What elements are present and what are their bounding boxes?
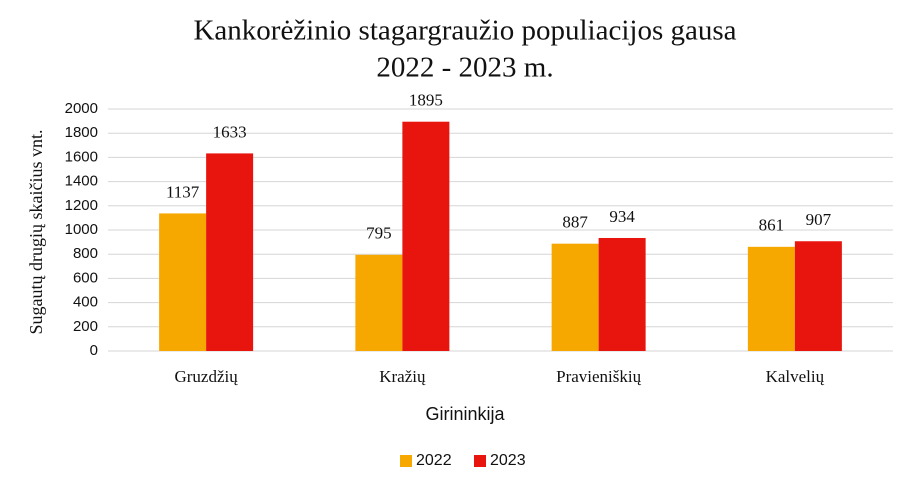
legend-swatch bbox=[400, 455, 412, 467]
y-tick-label: 1200 bbox=[65, 197, 98, 214]
bar bbox=[551, 243, 599, 351]
y-tick-label: 800 bbox=[73, 245, 98, 262]
y-axis-label: Sugautų drugių skaičius vnt. bbox=[26, 130, 46, 335]
y-tick-label: 600 bbox=[73, 269, 98, 286]
x-tick-label: Kražių bbox=[379, 367, 426, 386]
bar bbox=[402, 121, 450, 351]
value-label: 887 bbox=[562, 213, 588, 232]
x-tick-label: Pravieniškių bbox=[556, 367, 641, 386]
bar bbox=[598, 237, 646, 351]
bar bbox=[794, 241, 842, 351]
y-tick-label: 400 bbox=[73, 294, 98, 311]
legend-label: 2023 bbox=[490, 452, 526, 469]
bar bbox=[206, 153, 254, 351]
y-tick-label: 1000 bbox=[65, 221, 98, 238]
value-label: 934 bbox=[609, 207, 635, 226]
y-tick-label: 200 bbox=[73, 318, 98, 335]
x-tick-label: Gruzdžių bbox=[174, 367, 238, 386]
y-tick-label: 1400 bbox=[65, 173, 98, 190]
chart-subtitle: 2022 - 2023 m. bbox=[376, 52, 553, 84]
bar bbox=[159, 213, 207, 351]
bar bbox=[747, 246, 795, 351]
value-label: 907 bbox=[806, 210, 832, 229]
y-tick-label: 0 bbox=[90, 342, 98, 359]
y-tick-label: 2000 bbox=[65, 100, 98, 117]
value-label: 1895 bbox=[409, 91, 443, 110]
value-label: 1137 bbox=[166, 182, 200, 201]
x-axis-label: Girininkija bbox=[425, 404, 505, 424]
y-tick-label: 1800 bbox=[65, 124, 98, 141]
y-tick-label: 1600 bbox=[65, 148, 98, 165]
bar bbox=[355, 254, 403, 351]
legend-label: 2022 bbox=[416, 452, 452, 469]
value-label: 861 bbox=[759, 216, 785, 235]
chart-title: Kankorėžinio stagargraužio populiacijos … bbox=[193, 15, 736, 47]
legend-swatch bbox=[474, 455, 486, 467]
value-label: 1633 bbox=[213, 122, 247, 141]
value-label: 795 bbox=[366, 224, 392, 243]
x-tick-label: Kalvelių bbox=[766, 367, 825, 386]
